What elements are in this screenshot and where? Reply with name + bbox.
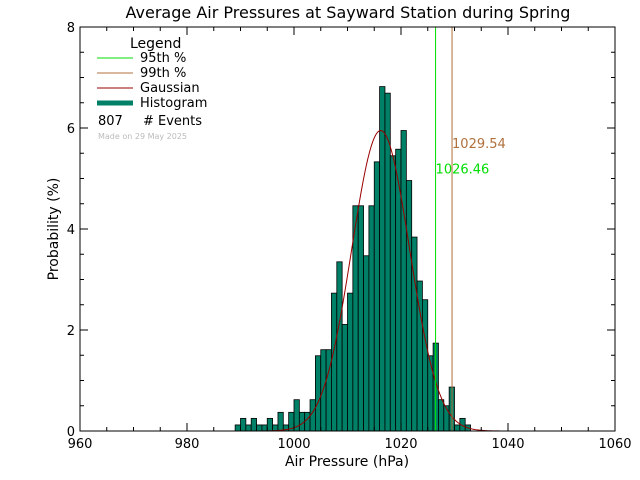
percentile-label: 1029.54 bbox=[452, 137, 506, 152]
legend-item-label: Histogram bbox=[140, 96, 207, 111]
histogram-bar bbox=[405, 180, 413, 432]
events-label: # Events bbox=[143, 114, 202, 129]
y-axis-label: Probability (%) bbox=[46, 178, 62, 281]
histogram-bar bbox=[261, 424, 268, 432]
histogram-bar bbox=[331, 292, 338, 432]
histogram-bar bbox=[438, 399, 445, 432]
histogram-bar bbox=[245, 424, 252, 432]
x-tick-label: 1060 bbox=[598, 437, 631, 452]
histogram-bar bbox=[443, 405, 450, 432]
legend-title: Legend bbox=[130, 36, 181, 52]
histogram-bar bbox=[250, 417, 257, 432]
histogram-bar bbox=[357, 205, 364, 432]
histogram-bar bbox=[240, 417, 247, 432]
y-tick-label: 6 bbox=[67, 122, 75, 137]
legend-item-label: 95th % bbox=[140, 51, 186, 66]
y-tick-label: 2 bbox=[67, 324, 75, 339]
legend-item-label: Gaussian bbox=[140, 81, 200, 96]
histogram-bar bbox=[266, 417, 273, 432]
percentile-label: 1026.46 bbox=[436, 162, 490, 177]
x-axis: 960 980 1000 1020 1040 1060 bbox=[68, 27, 632, 452]
y-tick-label: 0 bbox=[67, 425, 75, 440]
histogram-bar bbox=[336, 261, 343, 432]
legend-item-label: 99th % bbox=[140, 66, 186, 81]
histogram-bar bbox=[454, 424, 461, 432]
histogram-bar bbox=[304, 411, 311, 432]
histogram-bar bbox=[363, 255, 370, 432]
made-on-note: Made on 29 May 2025 bbox=[98, 132, 187, 141]
x-tick-label: 980 bbox=[175, 437, 200, 452]
events-count: 807 bbox=[98, 114, 123, 129]
x-axis-label: Air Pressure (hPa) bbox=[285, 454, 409, 470]
y-axis: 0 2 4 6 8 bbox=[67, 21, 615, 440]
x-tick-label: 960 bbox=[68, 437, 93, 452]
histogram-bar bbox=[314, 355, 322, 432]
histogram-bar bbox=[400, 130, 407, 432]
histogram-bar bbox=[389, 155, 397, 432]
histogram-bar bbox=[416, 280, 423, 432]
histogram-bar bbox=[368, 205, 375, 432]
histogram-bar bbox=[256, 424, 263, 432]
histogram-bar bbox=[347, 292, 354, 432]
histogram-bar bbox=[277, 411, 284, 432]
percentile-lines: 1026.46 1029.54 bbox=[435, 27, 506, 431]
y-tick-label: 4 bbox=[67, 223, 75, 238]
x-tick-label: 1000 bbox=[277, 437, 310, 452]
histogram-bar bbox=[427, 355, 434, 432]
histogram-bar bbox=[379, 86, 386, 432]
histogram-bar bbox=[421, 299, 429, 432]
histogram-bar bbox=[341, 324, 348, 432]
x-tick-label: 1020 bbox=[384, 437, 417, 452]
histogram-bar bbox=[234, 424, 241, 432]
y-tick-label: 8 bbox=[67, 21, 75, 36]
x-tick-label: 1040 bbox=[491, 437, 524, 452]
histogram-bars bbox=[234, 86, 471, 432]
chart-title: Average Air Pressures at Sayward Station… bbox=[126, 3, 571, 22]
histogram-bar bbox=[320, 349, 327, 432]
histogram-bar bbox=[373, 161, 380, 432]
